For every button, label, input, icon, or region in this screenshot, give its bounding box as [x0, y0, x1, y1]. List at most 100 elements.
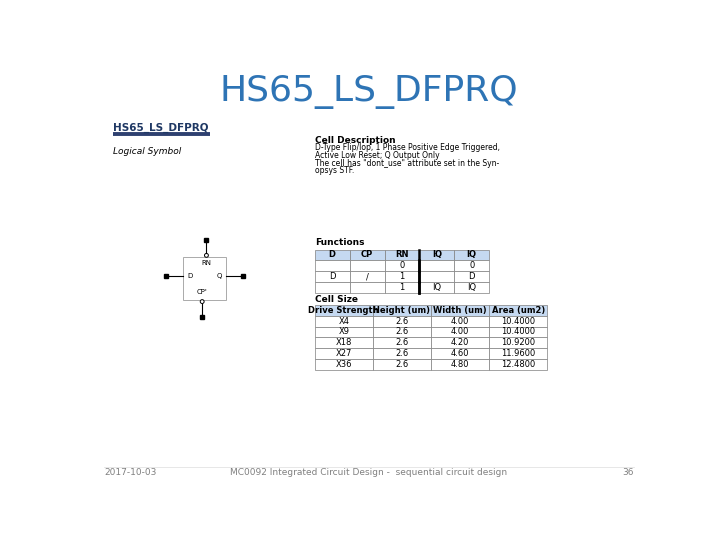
- Text: 10.9200: 10.9200: [501, 338, 535, 347]
- Bar: [419, 260, 454, 271]
- Text: X27: X27: [336, 349, 352, 358]
- Bar: [315, 327, 373, 338]
- Text: RN: RN: [202, 260, 212, 266]
- Bar: [384, 271, 419, 282]
- Text: 12.4800: 12.4800: [501, 360, 535, 369]
- Bar: [489, 348, 547, 359]
- Bar: [315, 260, 350, 271]
- Bar: [489, 305, 547, 316]
- Text: 10.4000: 10.4000: [501, 316, 535, 326]
- Text: X18: X18: [336, 338, 352, 347]
- Text: /: /: [366, 272, 369, 281]
- Text: IQ: IQ: [467, 251, 477, 260]
- Bar: [315, 249, 350, 260]
- Text: 11.9600: 11.9600: [501, 349, 535, 358]
- Text: Width (um): Width (um): [433, 306, 487, 315]
- Bar: [431, 348, 489, 359]
- Bar: [384, 249, 419, 260]
- Text: 4.60: 4.60: [451, 349, 469, 358]
- Text: Drive Strength: Drive Strength: [308, 306, 379, 315]
- Bar: [384, 260, 419, 271]
- Text: Height (um): Height (um): [374, 306, 431, 315]
- Text: IQ: IQ: [432, 251, 442, 260]
- Text: D: D: [329, 251, 336, 260]
- Text: The cell has "dont_use" attribute set in the Syn-: The cell has "dont_use" attribute set in…: [315, 159, 499, 168]
- Bar: [489, 327, 547, 338]
- Bar: [373, 359, 431, 370]
- Bar: [489, 316, 547, 327]
- Bar: [373, 348, 431, 359]
- Text: D-Type Flip/lop, 1 Phase Positive Edge Triggered,: D-Type Flip/lop, 1 Phase Positive Edge T…: [315, 143, 500, 152]
- Text: 4.00: 4.00: [451, 327, 469, 336]
- Text: D: D: [329, 272, 336, 281]
- Text: HS65_LS_DFPRQ: HS65_LS_DFPRQ: [113, 122, 209, 132]
- Text: Cell Description: Cell Description: [315, 136, 395, 145]
- Text: X4: X4: [338, 316, 349, 326]
- Bar: [373, 327, 431, 338]
- Bar: [419, 271, 454, 282]
- Bar: [373, 316, 431, 327]
- Bar: [489, 359, 547, 370]
- Bar: [454, 249, 489, 260]
- Bar: [454, 271, 489, 282]
- Bar: [431, 338, 489, 348]
- Bar: [431, 305, 489, 316]
- Text: D: D: [469, 272, 475, 281]
- Bar: [373, 305, 431, 316]
- Bar: [454, 282, 489, 293]
- Text: Logical Symbol: Logical Symbol: [113, 146, 181, 156]
- Text: MC0092 Integrated Circuit Design -  sequential circuit design: MC0092 Integrated Circuit Design - seque…: [230, 468, 508, 477]
- Bar: [419, 249, 454, 260]
- Text: 2.6: 2.6: [395, 338, 408, 347]
- Text: 0: 0: [400, 261, 405, 270]
- Bar: [315, 271, 350, 282]
- Text: X9: X9: [338, 327, 349, 336]
- Bar: [315, 338, 373, 348]
- Text: X36: X36: [336, 360, 352, 369]
- Bar: [315, 316, 373, 327]
- Text: Q: Q: [217, 273, 222, 279]
- Text: 1: 1: [400, 272, 405, 281]
- Bar: [350, 249, 384, 260]
- Text: 2.6: 2.6: [395, 316, 408, 326]
- Text: 2017-10-03: 2017-10-03: [104, 468, 156, 477]
- Text: 0: 0: [469, 261, 474, 270]
- Bar: [431, 359, 489, 370]
- Bar: [350, 271, 384, 282]
- Text: Functions: Functions: [315, 238, 364, 247]
- Text: Area (um2): Area (um2): [492, 306, 545, 315]
- Text: HS65_LS_DFPRQ: HS65_LS_DFPRQ: [220, 75, 518, 109]
- Text: CP: CP: [361, 251, 373, 260]
- Bar: [315, 305, 373, 316]
- Bar: [350, 282, 384, 293]
- Text: 2.6: 2.6: [395, 360, 408, 369]
- Text: Cell Size: Cell Size: [315, 294, 358, 303]
- Bar: [431, 327, 489, 338]
- Text: 4.20: 4.20: [451, 338, 469, 347]
- Text: IQ: IQ: [467, 283, 476, 292]
- Text: 2.6: 2.6: [395, 327, 408, 336]
- Text: 4.00: 4.00: [451, 316, 469, 326]
- Bar: [350, 260, 384, 271]
- Text: CP': CP': [197, 289, 207, 295]
- Text: 1: 1: [400, 283, 405, 292]
- Bar: [419, 282, 454, 293]
- Circle shape: [204, 253, 208, 257]
- Text: 2.6: 2.6: [395, 349, 408, 358]
- Bar: [489, 338, 547, 348]
- Circle shape: [200, 300, 204, 303]
- Text: Active Low Reset; Q Output Only: Active Low Reset; Q Output Only: [315, 151, 439, 160]
- Bar: [373, 338, 431, 348]
- Bar: [431, 316, 489, 327]
- Bar: [315, 348, 373, 359]
- Bar: [315, 282, 350, 293]
- Text: opsys STF.: opsys STF.: [315, 166, 354, 176]
- Bar: [315, 359, 373, 370]
- Bar: [454, 260, 489, 271]
- Text: IQ: IQ: [432, 283, 441, 292]
- Text: 36: 36: [623, 468, 634, 477]
- Text: 10.4000: 10.4000: [501, 327, 535, 336]
- Bar: [183, 257, 225, 300]
- Text: D: D: [187, 273, 192, 279]
- Bar: [384, 282, 419, 293]
